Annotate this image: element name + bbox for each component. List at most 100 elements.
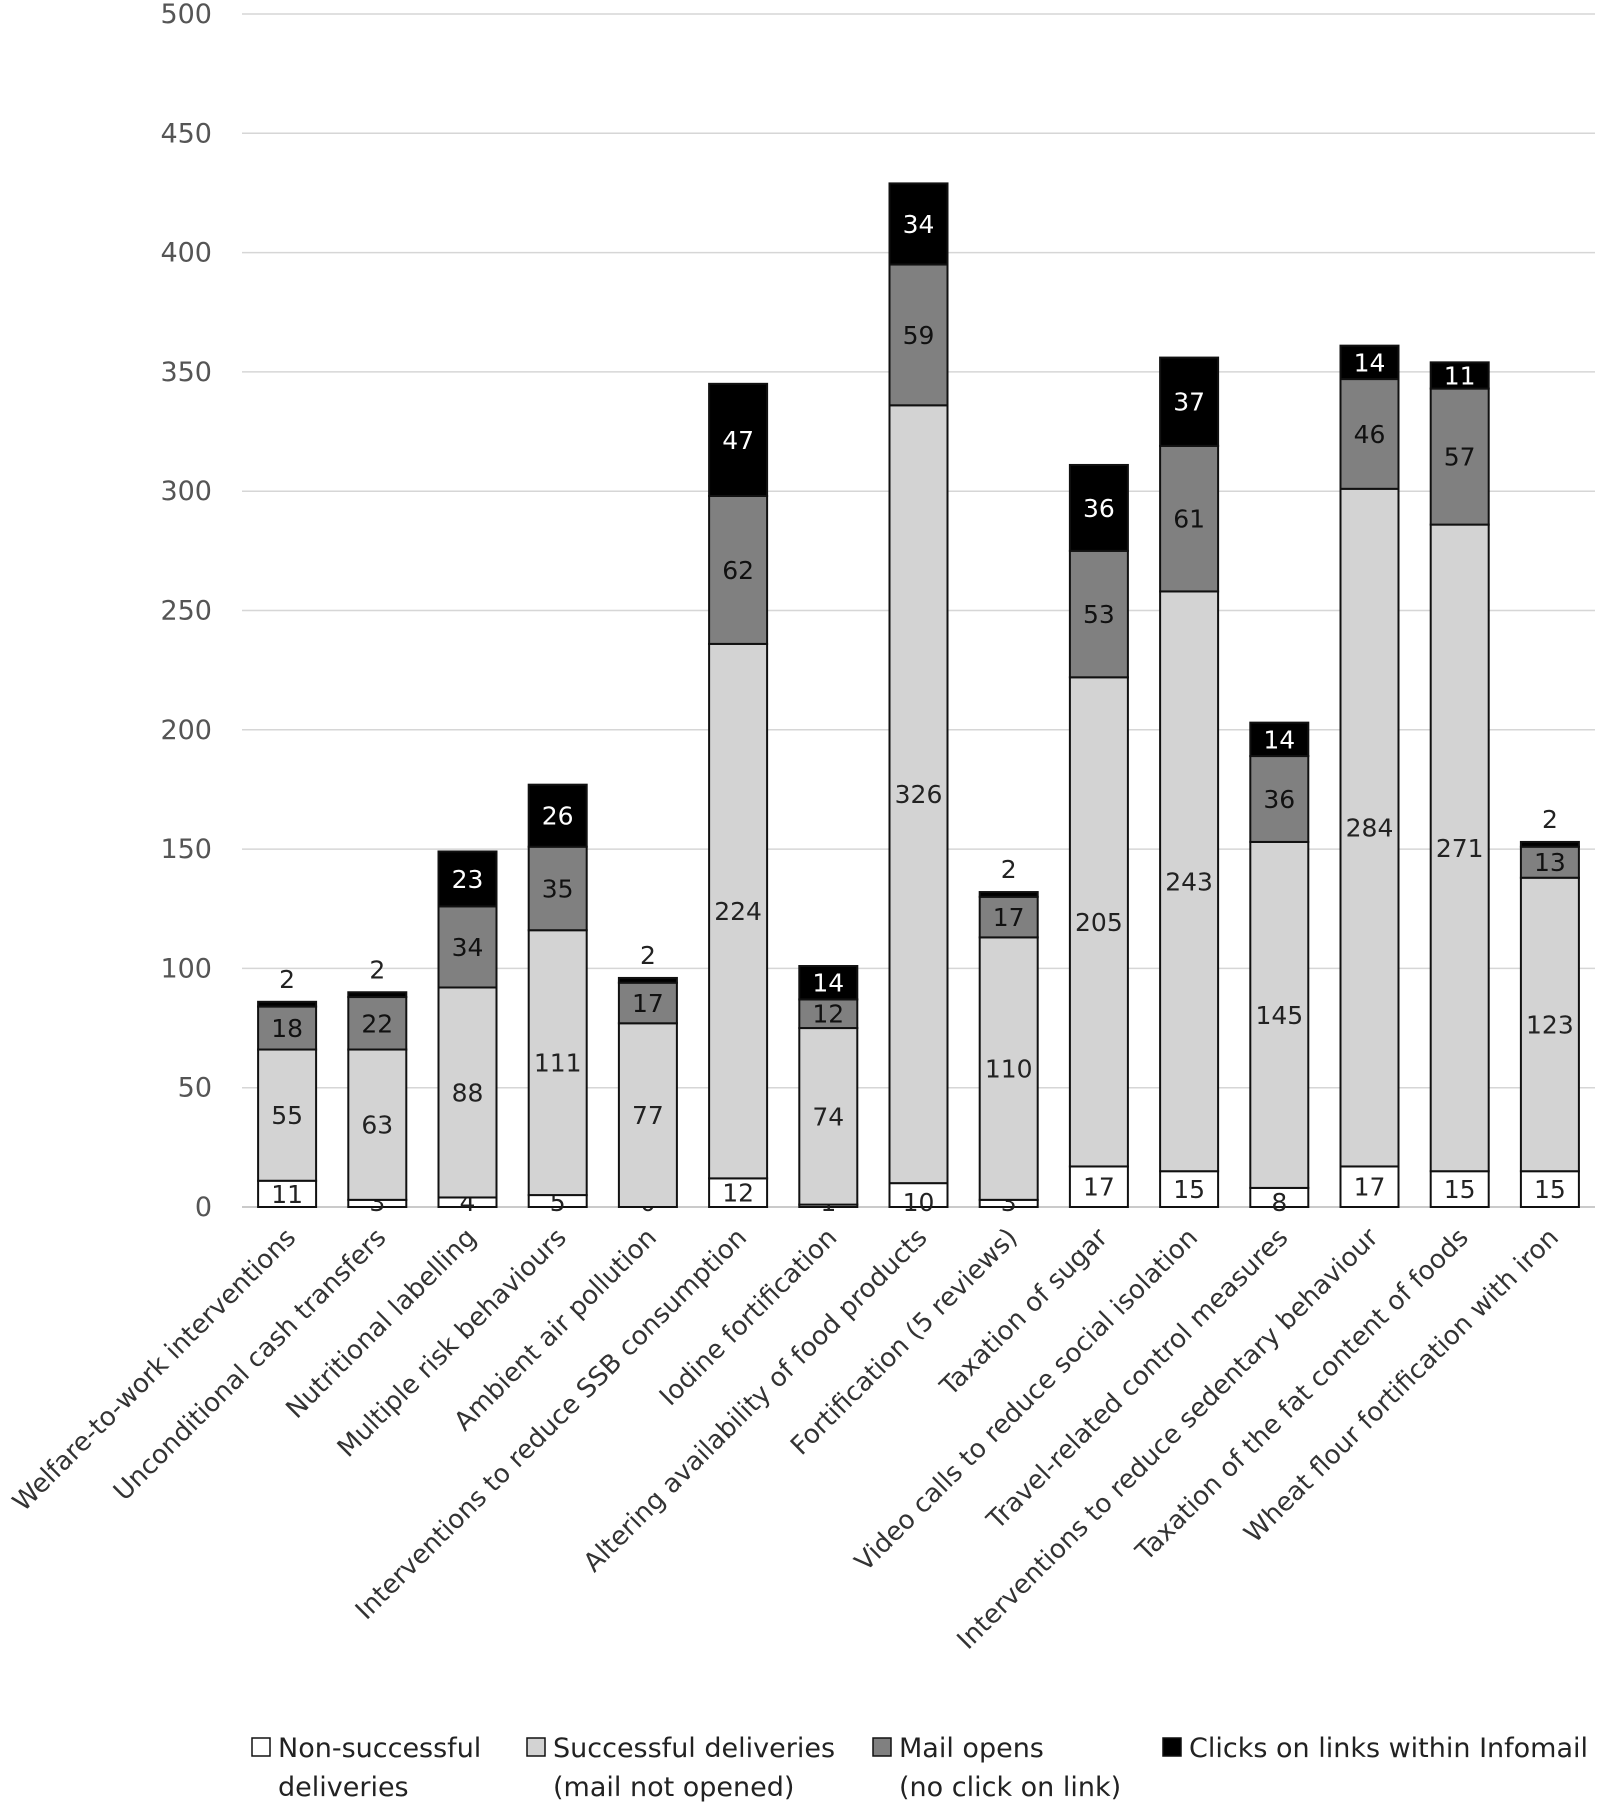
data-label: 37 [1173,388,1205,417]
data-label: 11 [271,1180,303,1209]
bar-segment [1429,387,1490,526]
bar-segment [347,991,408,999]
bar-segment [1159,356,1220,447]
y-tick-label: 0 [195,1192,212,1223]
bar-segment [1249,721,1310,758]
data-label: 15 [1534,1175,1566,1204]
legend: Non-successful deliveries Successful deliv… [251,1733,1588,1803]
data-label: 18 [271,1014,303,1043]
data-label: 36 [1083,494,1115,523]
bar-segment [257,1048,318,1182]
y-tick-label: 400 [160,238,212,269]
axes: 050100150200250300350400450500Welfare-to… [7,0,1565,1656]
data-label: 145 [1255,1001,1303,1030]
data-label: 326 [895,780,943,809]
bar-segment [437,986,498,1199]
legend-label: (no click on link) [899,1772,1121,1803]
data-label: 15 [1444,1175,1476,1204]
data-label: 59 [903,321,935,350]
bar-segment [527,929,588,1197]
data-label: 2 [640,941,656,970]
bar-segment [1068,676,1129,1168]
data-label: 110 [985,1055,1033,1084]
data-label: 224 [714,897,762,926]
bar-segment [978,936,1039,1201]
data-label: 53 [1083,600,1115,629]
data-label: 123 [1526,1010,1574,1039]
x-tick-label: Taxation of sugar [934,1223,1114,1403]
data-label: 46 [1354,420,1386,449]
data-label: 11 [1444,361,1476,390]
data-label: 10 [903,1188,935,1217]
legend-label: Clicks on links within Infomail [1189,1733,1588,1764]
data-label: 34 [452,933,484,962]
data-label: 2 [1542,805,1558,834]
bar-segment [1519,840,1580,848]
data-label: 8 [1271,1188,1287,1217]
bar-segment [1429,361,1490,390]
y-tick-label: 200 [160,715,212,746]
y-tick-label: 450 [160,118,212,149]
legend-label: Non-successful [278,1733,481,1764]
bar-segment [617,981,678,1025]
data-label: 36 [1263,785,1295,814]
bar-segment [617,976,678,984]
bar-segment [617,1022,678,1209]
bar-segment [527,783,588,848]
data-label: 88 [452,1078,484,1107]
bar-segment [1339,344,1400,381]
x-tick-label: Taxation of the fat content of foods [1130,1223,1475,1568]
bar-segment [1519,845,1580,879]
bar-segment [708,494,769,645]
data-label: 12 [722,1179,754,1208]
data-label: 14 [812,969,844,998]
x-tick-label: Wheat flour fortification with iron [1239,1223,1565,1549]
bar-segment [1429,1170,1490,1208]
data-label: 2 [279,965,295,994]
bar-segment [1159,1170,1220,1208]
legend-swatch [251,1737,271,1757]
data-label: 271 [1436,834,1484,863]
y-tick-label: 500 [160,0,212,30]
data-label: 77 [632,1101,664,1130]
data-label: 14 [1263,725,1295,754]
y-tick-label: 350 [160,357,212,388]
bar-segment [978,895,1039,939]
data-label: 2 [1001,855,1017,884]
bars: 1155182363222488342351113526077172122246… [257,182,1580,1217]
bar-segment [347,1048,408,1201]
bar-segment [888,182,949,266]
bar-segment [708,642,769,1180]
bar-segment [257,1005,318,1051]
bar-segment [1519,1170,1580,1208]
data-label: 22 [361,1009,393,1038]
bar-segment [1068,463,1129,552]
y-tick-label: 100 [160,953,212,984]
data-label: 61 [1173,505,1205,534]
data-label: 284 [1346,814,1394,843]
data-label: 62 [722,556,754,585]
data-label: 63 [361,1111,393,1140]
bar-segment [437,905,498,989]
bar-segment [1159,444,1220,593]
bar-segment [798,965,859,1001]
data-label: 17 [632,989,664,1018]
data-label: 14 [1354,348,1386,377]
data-label: 13 [1534,848,1566,877]
data-label: 17 [993,903,1025,932]
bar-segment [437,850,498,908]
bar-segment [978,891,1039,898]
legend-label: Mail opens [899,1733,1044,1764]
bar-segment [888,263,949,407]
data-label: 15 [1173,1175,1205,1204]
bar-segment [527,845,588,932]
data-label: 57 [1444,443,1476,472]
legend-label: (mail not opened) [553,1772,794,1803]
bar-segment [1339,378,1400,490]
data-label: 26 [542,802,574,831]
bar-segment [798,1027,859,1206]
data-label: 47 [722,426,754,455]
bar-segment [347,996,408,1051]
legend-label: Successful deliveries [553,1733,835,1764]
